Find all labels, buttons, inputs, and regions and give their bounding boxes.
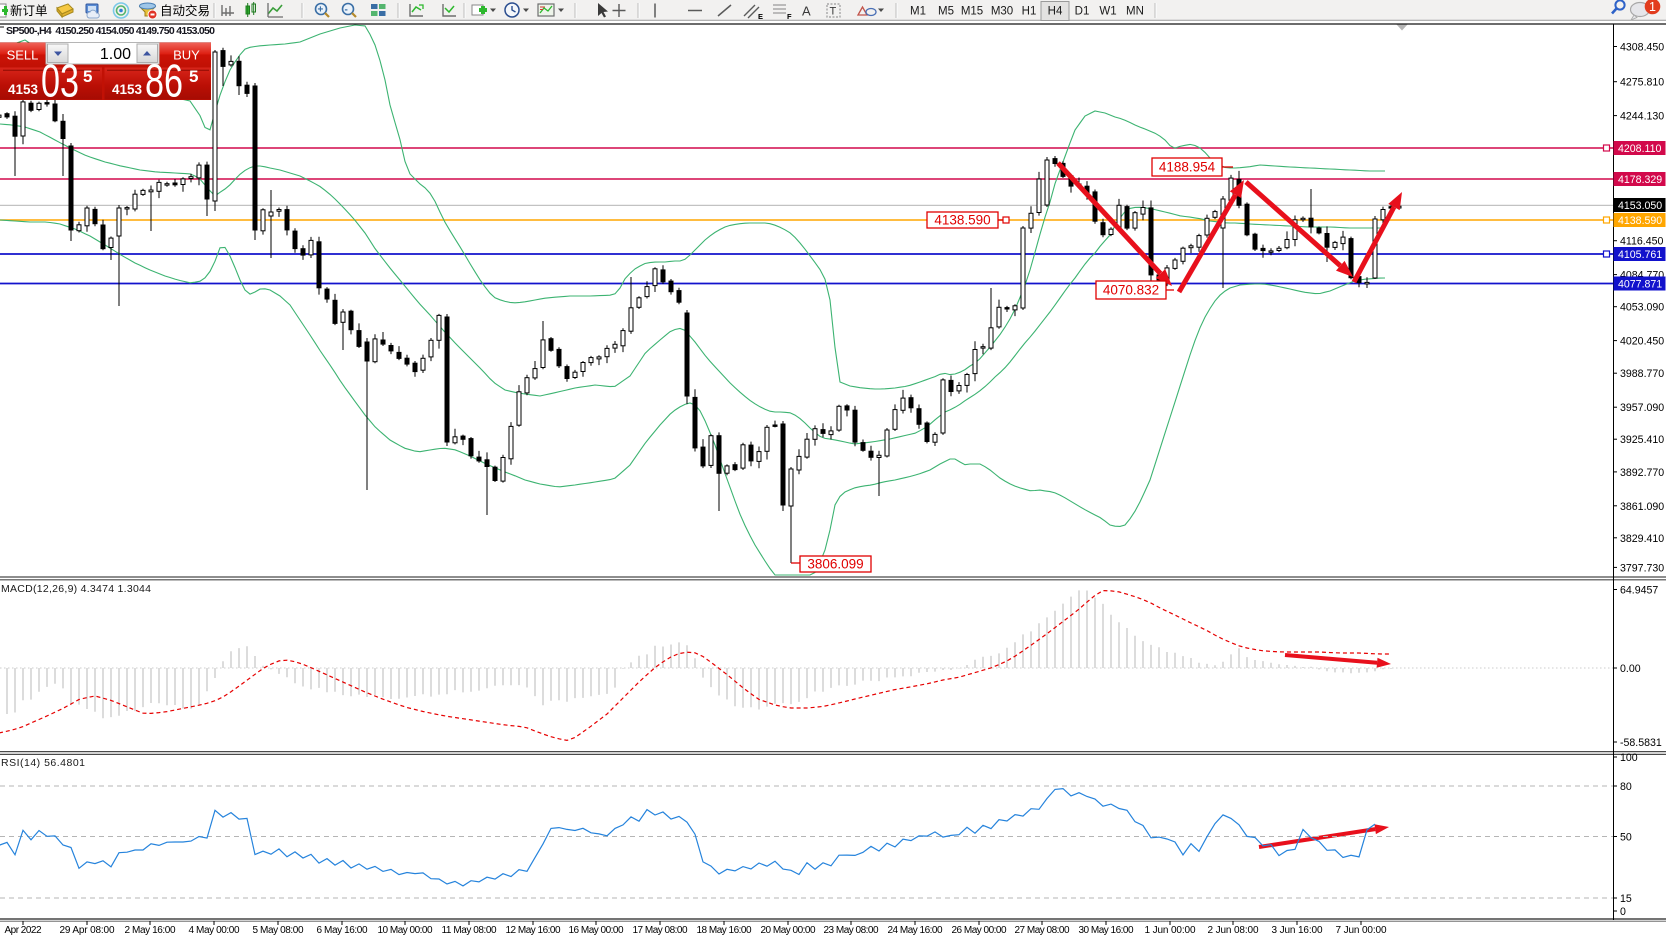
svg-text:BUY: BUY — [173, 48, 200, 63]
svg-text:F: F — [787, 12, 792, 21]
svg-text:T: T — [830, 6, 837, 18]
svg-text:0.00: 0.00 — [1620, 663, 1641, 675]
svg-text:3925.410: 3925.410 — [1620, 434, 1664, 446]
svg-text:100: 100 — [1620, 752, 1638, 764]
svg-text:A: A — [802, 4, 811, 19]
svg-text:4153: 4153 — [8, 82, 39, 97]
svg-text:24 May 16:00: 24 May 16:00 — [888, 925, 943, 936]
svg-text:50: 50 — [1620, 832, 1632, 844]
svg-text:5 May 08:00: 5 May 08:00 — [253, 925, 304, 936]
svg-text:D1: D1 — [1075, 6, 1090, 18]
svg-text:5: 5 — [83, 67, 92, 86]
svg-text:3892.770: 3892.770 — [1620, 467, 1664, 479]
svg-text:M30: M30 — [991, 6, 1013, 18]
svg-text:4275.810: 4275.810 — [1620, 77, 1664, 89]
svg-text:16 May 00:00: 16 May 00:00 — [569, 925, 624, 936]
svg-text:M5: M5 — [938, 6, 954, 18]
svg-text:1 Jun 00:00: 1 Jun 00:00 — [1145, 925, 1196, 936]
svg-text:MN: MN — [1126, 6, 1144, 18]
svg-text:1.00: 1.00 — [100, 46, 131, 63]
svg-text:E: E — [758, 12, 763, 21]
svg-text:80: 80 — [1620, 781, 1632, 793]
svg-text:4 May 00:00: 4 May 00:00 — [189, 925, 240, 936]
svg-text:6 May 16:00: 6 May 16:00 — [317, 925, 368, 936]
svg-text:1: 1 — [1649, 0, 1656, 14]
svg-text:4178.329: 4178.329 — [1618, 174, 1662, 186]
svg-text:11 May 08:00: 11 May 08:00 — [442, 925, 497, 936]
svg-text:4244.130: 4244.130 — [1620, 111, 1664, 123]
svg-text:MACD(12,26,9) 4.3474 1.3044: MACD(12,26,9) 4.3474 1.3044 — [1, 583, 151, 595]
svg-text:3861.090: 3861.090 — [1620, 501, 1664, 513]
svg-text:23 May 08:00: 23 May 08:00 — [824, 925, 879, 936]
svg-text:3806.099: 3806.099 — [807, 557, 863, 572]
svg-text:3988.770: 3988.770 — [1620, 368, 1664, 380]
svg-text:4188.954: 4188.954 — [1159, 160, 1216, 175]
svg-text:30 May 16:00: 30 May 16:00 — [1079, 925, 1134, 936]
svg-text:2 Jun 08:00: 2 Jun 08:00 — [1208, 925, 1259, 936]
svg-text:4020.450: 4020.450 — [1620, 336, 1664, 348]
svg-text:4070.832: 4070.832 — [1103, 283, 1159, 298]
svg-text:SP500-,H4 4150.250 4154.050 4: SP500-,H4 4150.250 4154.050 4149.750 415… — [6, 25, 215, 37]
svg-text:4153.050: 4153.050 — [1618, 200, 1662, 212]
svg-text:SELL: SELL — [7, 48, 39, 63]
svg-text:新订单: 新订单 — [10, 3, 48, 18]
svg-text:4308.450: 4308.450 — [1620, 42, 1664, 54]
svg-text:3957.090: 3957.090 — [1620, 402, 1664, 414]
svg-text:-: - — [345, 5, 348, 16]
svg-text:4138.590: 4138.590 — [934, 213, 990, 228]
svg-text:自动交易: 自动交易 — [160, 3, 210, 18]
svg-text:5: 5 — [189, 67, 198, 86]
svg-text:29 Apr 08:00: 29 Apr 08:00 — [60, 925, 115, 936]
svg-text:3 Jun 16:00: 3 Jun 16:00 — [1272, 925, 1323, 936]
svg-text:3829.410: 3829.410 — [1620, 533, 1664, 545]
svg-text:3797.730: 3797.730 — [1620, 562, 1664, 574]
svg-text:4116.450: 4116.450 — [1620, 236, 1664, 248]
svg-text:+: + — [318, 5, 324, 16]
svg-text:2 May 16:00: 2 May 16:00 — [125, 925, 176, 936]
svg-text:0: 0 — [1620, 906, 1626, 918]
svg-text:20 May 00:00: 20 May 00:00 — [761, 925, 816, 936]
svg-text:4153: 4153 — [112, 82, 143, 97]
svg-text:Apr 2022: Apr 2022 — [5, 925, 42, 936]
svg-text:17 May 08:00: 17 May 08:00 — [633, 925, 688, 936]
svg-text:27 May 08:00: 27 May 08:00 — [1015, 925, 1070, 936]
svg-text:4208.110: 4208.110 — [1618, 143, 1662, 155]
svg-text:-58.5831: -58.5831 — [1620, 737, 1662, 749]
svg-text:M15: M15 — [961, 6, 983, 18]
svg-text:H4: H4 — [1048, 6, 1063, 18]
svg-text:M1: M1 — [910, 6, 926, 18]
svg-text:86: 86 — [145, 55, 183, 107]
svg-text:RSI(14) 56.4801: RSI(14) 56.4801 — [1, 757, 85, 769]
svg-text:26 May 00:00: 26 May 00:00 — [952, 925, 1007, 936]
svg-text:64.9457: 64.9457 — [1620, 585, 1658, 597]
svg-text:4138.590: 4138.590 — [1618, 215, 1662, 227]
svg-text:W1: W1 — [1099, 6, 1116, 18]
svg-text:18 May 16:00: 18 May 16:00 — [697, 925, 752, 936]
svg-text:15: 15 — [1620, 893, 1632, 905]
svg-text:03: 03 — [41, 55, 79, 107]
svg-text:4077.871: 4077.871 — [1618, 279, 1662, 291]
svg-text:4105.761: 4105.761 — [1618, 249, 1662, 261]
svg-text:H1: H1 — [1022, 6, 1037, 18]
svg-text:7 Jun 00:00: 7 Jun 00:00 — [1336, 925, 1387, 936]
svg-text:12 May 16:00: 12 May 16:00 — [506, 925, 561, 936]
svg-text:10 May 00:00: 10 May 00:00 — [378, 925, 433, 936]
svg-text:4053.090: 4053.090 — [1620, 302, 1664, 314]
